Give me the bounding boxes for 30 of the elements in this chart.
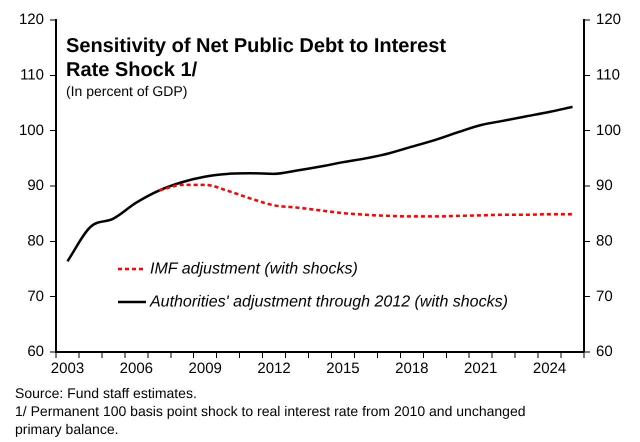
y-tick-label: 110 xyxy=(20,66,44,84)
y-tick-label: 90 xyxy=(27,177,44,194)
text: (In percent of GDP) xyxy=(66,83,188,99)
line-series xyxy=(66,106,574,263)
y-tick-label: 120 xyxy=(18,11,44,28)
x-tick-label: 2012 xyxy=(257,360,291,378)
x-tick-label: 2006 xyxy=(120,360,154,378)
text: 1/ Permanent 100 basis point shock to real interest rate from 2010 and unchanged primary balance. xyxy=(15,403,526,437)
y-tick-label: 100 xyxy=(18,122,44,139)
legend-label: Authorities' adjustment through 2012 (with shocks) xyxy=(149,293,508,310)
y-tick-label: 80 xyxy=(27,232,44,250)
text: Sensitivity of Net Public Debt to Interest Rate Shock 1/ xyxy=(66,35,446,81)
y2-tick-label: 120 xyxy=(596,11,622,28)
y2-tick-label: 70 xyxy=(596,288,613,305)
x-tick-label: 2009 xyxy=(188,360,222,378)
y-tick-label: 60 xyxy=(27,343,44,360)
legend-label: IMF adjustment (with shocks) xyxy=(150,260,358,278)
x-tick-label: 2018 xyxy=(395,360,429,378)
y2-tick-label: 80 xyxy=(596,232,613,250)
y2-tick-label: 110 xyxy=(596,66,620,84)
y2-tick-label: 90 xyxy=(596,177,613,194)
line-series xyxy=(158,184,574,218)
x-tick-label: 2024 xyxy=(532,360,566,378)
x-tick-label: 2003 xyxy=(50,360,84,378)
x-tick-label: 2021 xyxy=(464,360,498,378)
y-tick-label: 70 xyxy=(27,288,44,305)
y2-tick-label: 60 xyxy=(596,343,613,360)
y2-tick-label: 100 xyxy=(596,122,622,139)
source-note: Source: Fund staff estimates. xyxy=(15,385,197,401)
x-tick-label: 2015 xyxy=(326,360,360,378)
